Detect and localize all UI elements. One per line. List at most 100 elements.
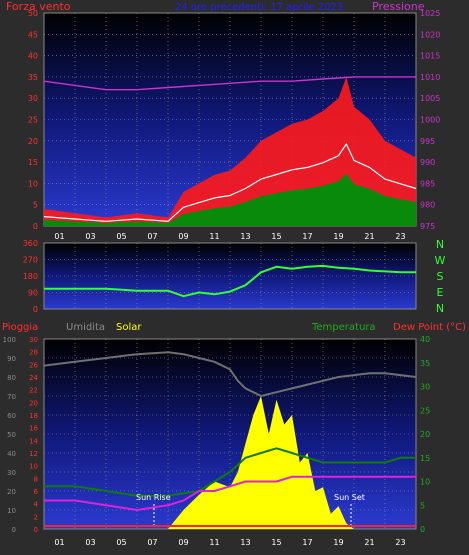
pressure-tick-label: 990 [420, 158, 435, 167]
humidity-tick-label: 70 [7, 393, 16, 401]
solar-axis-title: Solar [116, 322, 142, 333]
rain-tick-label: 6 [34, 488, 39, 496]
pressure-tick-label: 975 [420, 222, 435, 231]
pressure-tick-label: 1020 [420, 30, 440, 39]
pressure-tick-label: 985 [420, 179, 435, 188]
temperature-tick-label: 15 [420, 454, 430, 463]
rain-tick-label: 28 [29, 349, 38, 357]
wind-tick-label: 20 [28, 137, 38, 146]
direction-tick-label: 90 [28, 289, 38, 298]
wind-axis-title: Forza vento [6, 0, 71, 13]
x-tick-label: 01 [54, 232, 64, 241]
compass-letter: N [436, 238, 444, 251]
x-tick-label: 09 [178, 538, 188, 547]
x-tick-label: 13 [240, 232, 250, 241]
pressure-tick-label: 1010 [420, 73, 440, 82]
temperature-line [44, 447, 416, 497]
humidity-tick-label: 10 [7, 507, 16, 515]
wind-tick-label: 5 [33, 201, 38, 210]
wind-low-area [44, 173, 416, 226]
temperature-tick-label: 5 [420, 501, 425, 510]
direction-tick-label: 360 [23, 239, 38, 248]
dew-point-line [44, 475, 416, 511]
humidity-line [43, 351, 417, 397]
x-tick-label: 15 [271, 232, 281, 241]
temperature-axis-title: Temperatura [311, 322, 376, 333]
humidity-tick-label: 90 [7, 355, 16, 363]
humidity-tick-label: 20 [7, 488, 16, 496]
temperature-tick-label: 0 [420, 525, 425, 534]
x-tick-label: 23 [395, 232, 405, 241]
solar-area [168, 396, 354, 529]
pressure-tick-label: 995 [420, 137, 435, 146]
rain-tick-label: 30 [29, 336, 38, 344]
x-tick-label: 23 [395, 538, 405, 547]
x-tick-label: 07 [147, 232, 157, 241]
pressure-axis: 975 980 985 990 995 1000 1005 1010 1015 1020 1025 [420, 9, 440, 231]
pressure-tick-label: 980 [420, 201, 435, 210]
x-tick-label: 13 [240, 538, 250, 547]
humidity-tick-label: 60 [7, 412, 16, 420]
sunrise-label: Sun Rise [136, 493, 171, 502]
pressure-tick-label: 1005 [420, 94, 440, 103]
wind-tick-label: 30 [28, 94, 38, 103]
temperature-tick-label: 35 [420, 359, 430, 368]
rain-tick-label: 26 [29, 361, 38, 369]
wind-tick-label: 35 [28, 73, 38, 82]
chart-title: 24 ore precedenti: 17 aprile 2023 [175, 2, 343, 13]
dew-point-axis-title: Dew Point (°C) [393, 322, 466, 333]
x-tick-label: 03 [85, 538, 95, 547]
x-tick-label: 19 [333, 538, 343, 547]
direction-series [44, 264, 416, 298]
pressure-axis-title: Pressione [372, 0, 425, 13]
compass-letter: S [437, 270, 444, 283]
humidity-tick-label: 50 [7, 431, 16, 439]
rain-axis-title: Pioggia [2, 322, 38, 333]
temperature-tick-label: 30 [420, 383, 430, 392]
direction-tick-label: 180 [23, 272, 38, 281]
direction-panel-grid [44, 243, 416, 309]
wind-tick-label: 40 [28, 52, 38, 61]
rain-tick-label: 0 [34, 526, 38, 534]
climate-x-axis: 01 03 05 07 09 11 13 15 17 19 21 23 [54, 538, 405, 547]
x-tick-label: 07 [147, 538, 157, 547]
x-tick-label: 21 [364, 232, 374, 241]
wind-x-axis: 01 03 05 07 09 11 13 15 17 19 21 23 [54, 232, 405, 241]
x-tick-label: 17 [302, 538, 312, 547]
temperature-tick-label: 25 [420, 406, 430, 415]
x-tick-label: 11 [209, 232, 219, 241]
wind-average-line [43, 143, 417, 222]
x-tick-label: 09 [178, 232, 188, 241]
wind-tick-label: 25 [28, 116, 38, 125]
temperature-tick-label: 40 [420, 335, 430, 344]
rain-tick-label: 18 [29, 412, 38, 420]
wind-tick-label: 45 [28, 30, 38, 39]
direction-axis: 0 90 180 270 360 [23, 239, 38, 314]
direction-tick-label: 270 [23, 256, 38, 265]
humidity-tick-label: 0 [12, 526, 16, 534]
x-tick-label: 03 [85, 232, 95, 241]
x-tick-label: 19 [333, 232, 343, 241]
humidity-axis-title: Umidita [66, 322, 105, 333]
wind-tick-label: 0 [33, 222, 38, 231]
humidity-axis: 0 10 20 30 40 50 60 70 80 90 100 [3, 336, 16, 534]
wind-tick-label: 15 [28, 158, 38, 167]
compass-letter: N [436, 302, 444, 315]
x-tick-label: 05 [116, 538, 126, 547]
temperature-tick-label: 10 [420, 478, 430, 487]
rain-tick-label: 2 [34, 513, 38, 521]
wind-tick-label: 50 [28, 9, 38, 18]
x-tick-label: 05 [116, 232, 126, 241]
x-tick-label: 11 [209, 538, 219, 547]
x-tick-label: 21 [364, 538, 374, 547]
rain-tick-label: 22 [29, 387, 38, 395]
wind-tick-label: 10 [28, 179, 38, 188]
rain-tick-label: 20 [29, 399, 38, 407]
temperature-axis: 0 5 10 15 20 25 30 35 40 [420, 335, 430, 534]
compass-letter: E [437, 286, 444, 299]
compass-letter: W [435, 254, 446, 267]
humidity-tick-label: 40 [7, 450, 16, 458]
rain-tick-label: 8 [34, 475, 38, 483]
